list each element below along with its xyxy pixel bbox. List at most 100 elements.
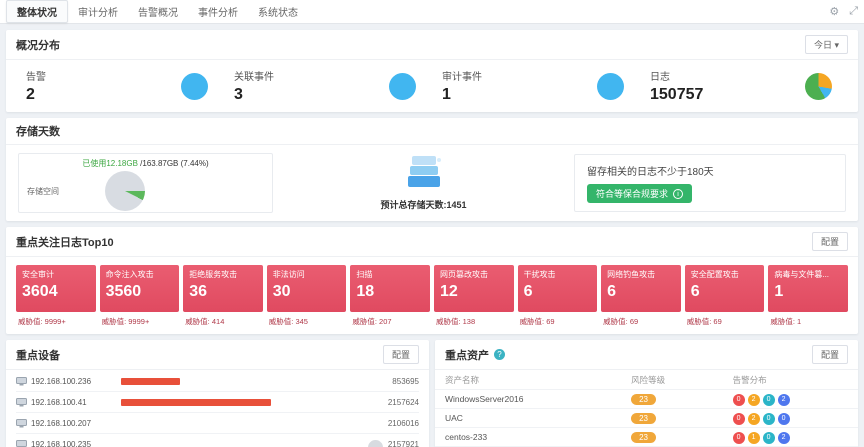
log-card[interactable]: 干扰攻击 6 — [517, 265, 598, 312]
log-card[interactable]: 扫描 18 — [350, 265, 430, 312]
log-name: 非法访问 — [272, 270, 305, 279]
assets-config-button[interactable]: 配置 — [811, 345, 848, 364]
asset-name: WindowsServer2016 — [435, 389, 622, 409]
devices-config-button[interactable]: 配置 — [382, 345, 419, 364]
asset-name: centos-233 — [435, 427, 622, 447]
device-activity-bar — [121, 377, 181, 385]
stat-alarm-value: 2 — [26, 86, 35, 103]
storage-usage-pie-chart — [105, 171, 145, 211]
log-card[interactable]: 网络钓鱼攻击 6 — [601, 265, 681, 312]
log-card[interactable]: 安全配置攻击 6 — [684, 265, 765, 312]
storage-body: 已使用12.18GB /163.87GB (7.44%) 存储空间 — [6, 145, 858, 221]
overview-stats-row: 告警 2 关联事件 3 审计事件 1 日志 1 — [6, 60, 858, 112]
log-value: 36 — [189, 283, 207, 300]
top-logs-header: 重点关注日志Top10 配置 — [6, 227, 858, 257]
stat-logs-label: 日志 — [650, 72, 670, 83]
log-name: 安全配置攻击 — [690, 270, 739, 279]
overview-title: 概况分布 — [16, 39, 60, 52]
log-name: 安全审计 — [22, 270, 54, 279]
assets-title: 重点资产 — [445, 349, 489, 362]
period-selector[interactable]: 今日 ▾ — [804, 35, 848, 54]
log-value: 6 — [690, 283, 700, 300]
key-assets-section: 重点资产 ? 配置 资产名称 风险等级 告警分布 — [435, 340, 858, 447]
stat-audit-events: 审计事件 1 — [432, 68, 640, 104]
device-row[interactable]: 192.168.100.236 853695 — [16, 371, 419, 392]
top-tab-bar: 整体状况 审计分析 告警概况 事件分析 系统状态 ⚙ ⤢ — [0, 0, 864, 24]
log-name: 命令注入攻击 — [105, 270, 154, 279]
help-icon[interactable]: ? — [494, 349, 505, 360]
device-icon — [16, 397, 28, 407]
log-value: 1 — [774, 283, 784, 300]
log-col: 网络钓鱼攻击 6 威胁值: 69 — [601, 265, 681, 327]
device-count: 2106016 — [387, 418, 419, 428]
log-threat: 威胁值: 69 — [686, 317, 722, 326]
log-threat: 威胁值: 9999+ — [101, 317, 150, 326]
device-row[interactable]: 192.168.100.41 2157624 — [16, 392, 419, 413]
log-value: 3560 — [105, 283, 142, 300]
stat-correlated-events: 关联事件 3 — [224, 68, 432, 104]
scroll-indicator-dot — [368, 440, 383, 447]
alert-low-dot: 2 — [777, 393, 790, 406]
log-card[interactable]: 病毒与文件篡... 1 — [768, 265, 848, 312]
log-col: 命令注入攻击 3560 威胁值: 9999+ — [99, 265, 180, 327]
device-icon — [16, 439, 28, 447]
log-threat: 威胁值: 69 — [519, 317, 555, 326]
log-value: 3604 — [22, 283, 58, 300]
device-icon — [16, 376, 28, 386]
log-card[interactable]: 非法访问 30 — [266, 265, 347, 312]
device-ip: 192.168.100.235 — [31, 439, 92, 447]
settings-gear-icon[interactable]: ⚙ — [829, 6, 840, 18]
col-alert-distribution: 告警分布 — [732, 375, 767, 385]
stat-audit-value: 1 — [442, 86, 451, 103]
alert-medium-dot: 0 — [762, 431, 775, 444]
log-card[interactable]: 网页篡改攻击 12 — [433, 265, 514, 312]
log-card[interactable]: 命令注入攻击 3560 — [99, 265, 180, 312]
device-row[interactable]: 192.168.100.207 2106016 — [16, 413, 419, 434]
log-name: 网络钓鱼攻击 — [607, 270, 656, 279]
compliance-button-label: 符合等保合规要求 — [596, 189, 669, 199]
stat-alarm: 告警 2 — [16, 68, 224, 104]
overview-header: 概况分布 今日 ▾ — [6, 30, 858, 60]
log-name: 拒绝服务攻击 — [189, 270, 238, 279]
risk-badge: 23 — [631, 393, 657, 405]
tab-event-analysis[interactable]: 事件分析 — [198, 8, 238, 19]
assets-table-header: 资产名称 风险等级 告警分布 — [435, 370, 858, 390]
key-devices-section: 重点设备 配置 192.168.100.236 853695 192.168.1… — [6, 340, 429, 447]
log-col: 拒绝服务攻击 36 威胁值: 414 — [183, 265, 263, 327]
top-logs-config-button[interactable]: 配置 — [811, 232, 848, 251]
stat-alarm-label: 告警 — [26, 72, 46, 83]
tab-audit-analysis[interactable]: 审计分析 — [78, 8, 118, 19]
device-row[interactable]: 192.168.100.235 2157921 — [16, 434, 419, 447]
device-ip: 192.168.100.236 — [31, 376, 92, 386]
log-name: 扫描 — [356, 270, 373, 279]
tab-alert-overview[interactable]: 告警概况 — [138, 8, 178, 19]
risk-badge: 23 — [631, 412, 657, 424]
retention-text: 留存相关的日志不少于180天 — [587, 167, 714, 178]
log-col: 非法访问 30 威胁值: 345 — [266, 265, 347, 327]
col-asset-name: 资产名称 — [445, 375, 480, 385]
tab-system-status[interactable]: 系统状态 — [258, 8, 298, 19]
compliance-button[interactable]: 符合等保合规要求 i — [587, 184, 693, 203]
alert-high-dot: 1 — [747, 431, 760, 444]
top-logs-title: 重点关注日志Top10 — [16, 236, 114, 249]
log-card[interactable]: 安全审计 3604 — [16, 265, 96, 312]
stat-logs-value: 150757 — [650, 86, 704, 103]
stat-audit-label: 审计事件 — [442, 72, 482, 83]
device-icon — [16, 418, 28, 428]
log-value: 18 — [356, 283, 375, 300]
fullscreen-expand-icon[interactable]: ⤢ — [849, 5, 858, 17]
overview-section: 概况分布 今日 ▾ 告警 2 关联事件 3 审计事件 — [6, 30, 858, 112]
alert-critical-dot: 0 — [732, 431, 745, 444]
device-ip: 192.168.100.207 — [31, 418, 92, 428]
log-card[interactable]: 拒绝服务攻击 36 — [183, 265, 263, 312]
tab-overall-status[interactable]: 整体状况 — [6, 0, 68, 23]
log-value: 6 — [607, 283, 617, 300]
log-value: 6 — [523, 283, 533, 300]
storage-space-label: 存储空间 — [27, 186, 59, 196]
log-threat: 威胁值: 345 — [268, 317, 308, 326]
